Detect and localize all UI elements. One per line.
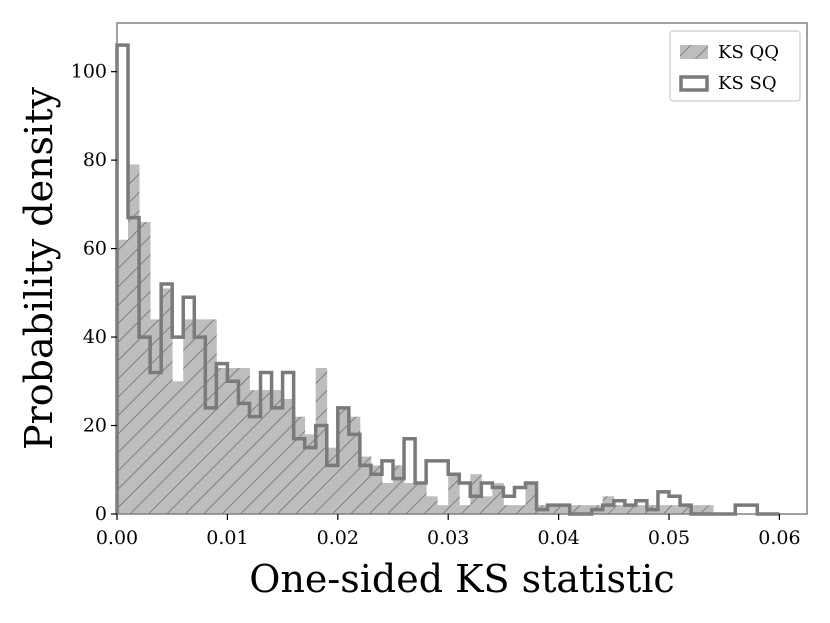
x-axis-label: One-sided KS statistic bbox=[249, 557, 674, 601]
ks-qq-bar bbox=[249, 390, 261, 514]
ks-qq-bar bbox=[426, 496, 438, 514]
ks-qq-bar bbox=[205, 319, 217, 514]
ks-sq-step-line bbox=[115, 43, 780, 516]
ks-qq-bar bbox=[150, 319, 162, 514]
ks-qq-bar bbox=[381, 483, 394, 514]
ks-qq-bar bbox=[172, 381, 184, 514]
ks-qq-bar bbox=[580, 505, 593, 514]
ks-qq-bar bbox=[183, 319, 195, 514]
ks-qq-bar bbox=[503, 505, 515, 514]
x-tick-label: 0.00 bbox=[96, 527, 138, 549]
x-tick-label: 0.04 bbox=[537, 527, 579, 549]
y-tick-label: 60 bbox=[83, 238, 107, 260]
ks-qq-bar bbox=[337, 407, 350, 514]
y-tick-label: 100 bbox=[71, 61, 107, 83]
ks-qq-bar bbox=[315, 368, 328, 514]
ks-qq-bar bbox=[216, 368, 228, 514]
ks-qq-bar bbox=[702, 505, 714, 514]
ks-qq-bar bbox=[260, 390, 272, 514]
ks-qq-bar bbox=[680, 505, 692, 514]
series-ks-qq bbox=[117, 164, 714, 514]
x-axis: 0.00 0.01 0.02 0.03 0.04 0.05 0.06 bbox=[96, 514, 801, 549]
ks-qq-bar bbox=[437, 505, 449, 514]
ks-qq-bar bbox=[669, 505, 681, 514]
legend-label-ks-qq: KS QQ bbox=[718, 42, 779, 63]
ks-qq-bar bbox=[393, 465, 405, 514]
ks-qq-bar bbox=[117, 239, 129, 514]
ks-qq-bar bbox=[547, 505, 559, 514]
ks-qq-bar bbox=[304, 434, 317, 514]
ks-qq-bar bbox=[459, 505, 471, 514]
ks-qq-bar bbox=[470, 474, 482, 514]
ks-qq-bar bbox=[238, 368, 250, 514]
ks-qq-bar bbox=[514, 505, 526, 514]
ks-qq-bar bbox=[128, 164, 140, 514]
ks-qq-bar bbox=[161, 288, 173, 514]
ks-qq-bar bbox=[635, 505, 648, 514]
y-axis: 0 20 40 60 80 100 bbox=[71, 61, 117, 525]
ks-qq-bar bbox=[613, 505, 626, 514]
ks-qq-bar bbox=[569, 505, 582, 514]
y-tick-label: 40 bbox=[83, 326, 107, 348]
ks-qq-bar bbox=[139, 222, 151, 514]
ks-qq-bar bbox=[271, 390, 283, 514]
ks-qq-bar bbox=[558, 505, 571, 514]
ks-qq-bar bbox=[448, 474, 460, 514]
ks-qq-bar bbox=[481, 496, 493, 514]
ks-qq-bar bbox=[370, 465, 383, 514]
ks-qq-bar bbox=[404, 483, 416, 514]
y-tick-label: 20 bbox=[83, 415, 107, 437]
ks-qq-bar bbox=[359, 456, 372, 514]
ks-qq-bar bbox=[348, 416, 361, 514]
ks-qq-bar bbox=[691, 505, 703, 514]
ks-qq-bar bbox=[492, 483, 504, 514]
ks-qq-bar bbox=[525, 483, 537, 514]
ks-qq-bar bbox=[326, 447, 339, 514]
ks-qq-bar bbox=[293, 416, 306, 514]
ks-qq-bar bbox=[624, 505, 637, 514]
plot-frame bbox=[116, 22, 808, 515]
y-tick-label: 80 bbox=[83, 149, 107, 171]
legend-swatch-ks-sq bbox=[679, 75, 709, 92]
x-tick-label: 0.01 bbox=[206, 527, 248, 549]
series-ks-sq bbox=[115, 43, 780, 516]
legend: KS QQ KS SQ bbox=[669, 30, 801, 102]
x-tick-label: 0.05 bbox=[648, 527, 690, 549]
x-tick-label: 0.03 bbox=[427, 527, 469, 549]
ks-qq-bar bbox=[282, 398, 295, 514]
ks-qq-bar bbox=[227, 368, 239, 514]
x-tick-label: 0.02 bbox=[317, 527, 359, 549]
ks-qq-bar bbox=[194, 319, 206, 514]
ks-qq-bar bbox=[657, 505, 670, 514]
y-axis-label: Probability density bbox=[17, 87, 61, 450]
legend-swatch-ks-qq bbox=[680, 45, 708, 59]
x-tick-label: 0.06 bbox=[758, 527, 800, 549]
legend-label-ks-sq: KS SQ bbox=[718, 73, 777, 94]
y-tick-label: 0 bbox=[95, 503, 107, 525]
ks-qq-bar bbox=[415, 483, 427, 514]
